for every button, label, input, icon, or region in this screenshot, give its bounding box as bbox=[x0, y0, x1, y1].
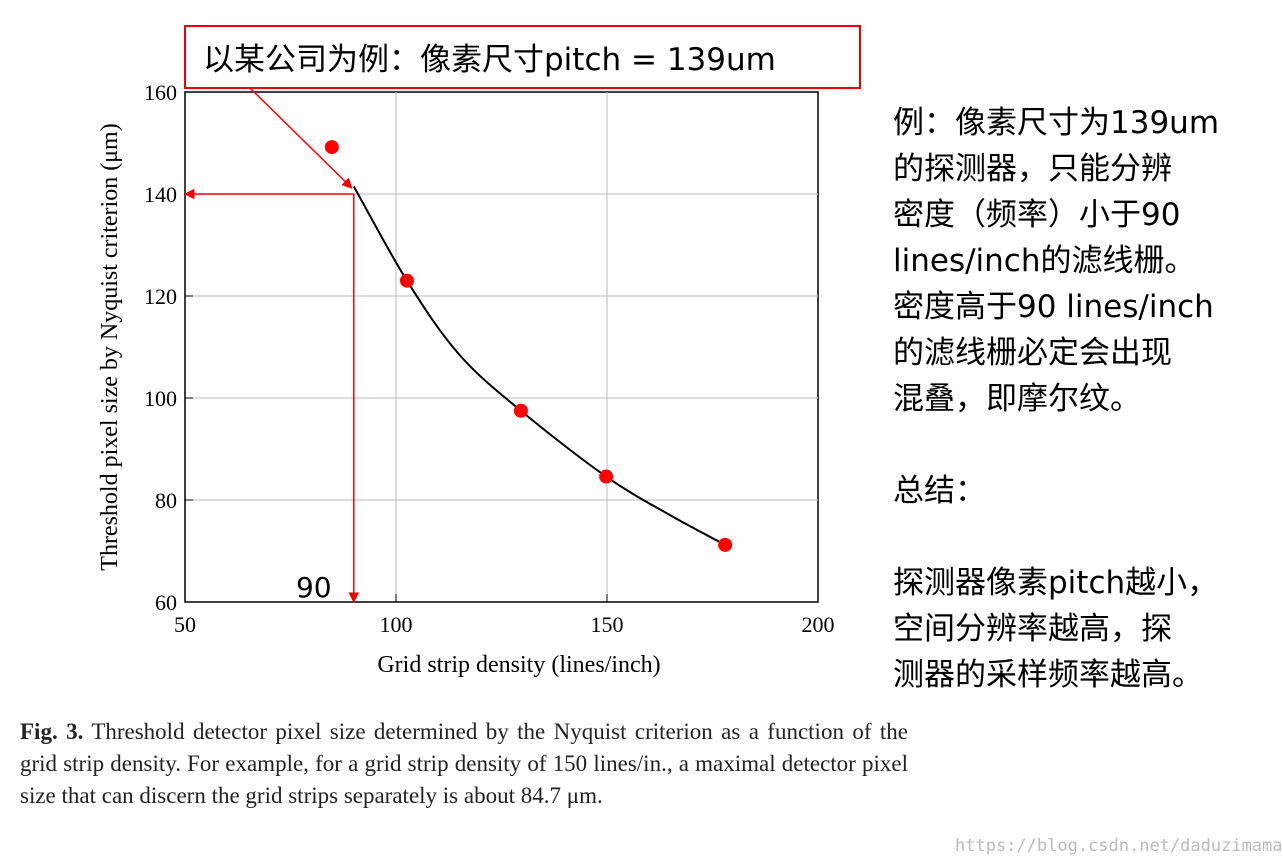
watermark: https://blog.csdn.net/daduzimama bbox=[955, 836, 1283, 856]
note-line: 的探测器，只能分辨 bbox=[893, 151, 1172, 187]
note-line: 的滤线栅必定会出现 bbox=[893, 335, 1172, 371]
note-line: 密度高于90 lines/inch bbox=[893, 289, 1214, 325]
caption-label: Fig. 3. bbox=[20, 719, 84, 744]
data-point bbox=[599, 469, 614, 484]
note-line: 测器的采样频率越高。 bbox=[893, 657, 1203, 693]
note-line bbox=[893, 514, 1219, 560]
note-line: 密度（频率）小于90 bbox=[893, 197, 1181, 233]
y-tick-label: 80 bbox=[155, 488, 177, 513]
y-tick-label: 100 bbox=[144, 386, 177, 411]
y-axis-label: Threshold pixel size by Nyquist criterio… bbox=[97, 123, 123, 570]
note-line: 例：像素尺寸为139um bbox=[893, 105, 1220, 141]
data-point bbox=[513, 403, 528, 418]
note-line: lines/inch的滤线栅。 bbox=[893, 243, 1196, 279]
x-axis-label: Grid strip density (lines/inch) bbox=[377, 652, 660, 678]
chart-title: 以某公司为例：像素尺寸pitch = 139um bbox=[203, 42, 776, 78]
pointer-arrow bbox=[249, 87, 353, 189]
caption: Fig. 3. Threshold detector pixel size de… bbox=[20, 716, 908, 812]
x-tick-label: 150 bbox=[591, 612, 624, 637]
data-point bbox=[399, 273, 414, 288]
fit-line bbox=[352, 185, 726, 546]
note-line: 空间分辨率越高，探 bbox=[893, 611, 1172, 647]
x-tick-label: 100 bbox=[380, 612, 413, 637]
caption-text: Threshold detector pixel size determined… bbox=[20, 719, 908, 808]
plot-area bbox=[184, 91, 819, 603]
note: 例：像素尺寸为139um 的探测器，只能分辨 密度（频率）小于90 lines/inc… bbox=[893, 100, 1219, 698]
y-tick-label: 60 bbox=[155, 590, 177, 615]
title-box bbox=[184, 25, 861, 89]
data-point bbox=[718, 537, 733, 552]
note-line bbox=[893, 422, 1219, 468]
y-tick-label: 120 bbox=[144, 284, 177, 309]
data-point bbox=[324, 140, 339, 155]
marker-label: 90 bbox=[296, 571, 332, 604]
x-tick-label: 200 bbox=[802, 612, 835, 637]
y-tick-label: 160 bbox=[144, 80, 177, 105]
note-line: 探测器像素pitch越小， bbox=[893, 565, 1219, 601]
x-tick-label: 50 bbox=[174, 612, 196, 637]
note-line: 总结： bbox=[893, 473, 986, 509]
note-line: 混叠，即摩尔纹。 bbox=[893, 381, 1141, 417]
y-tick-label: 140 bbox=[144, 182, 177, 207]
